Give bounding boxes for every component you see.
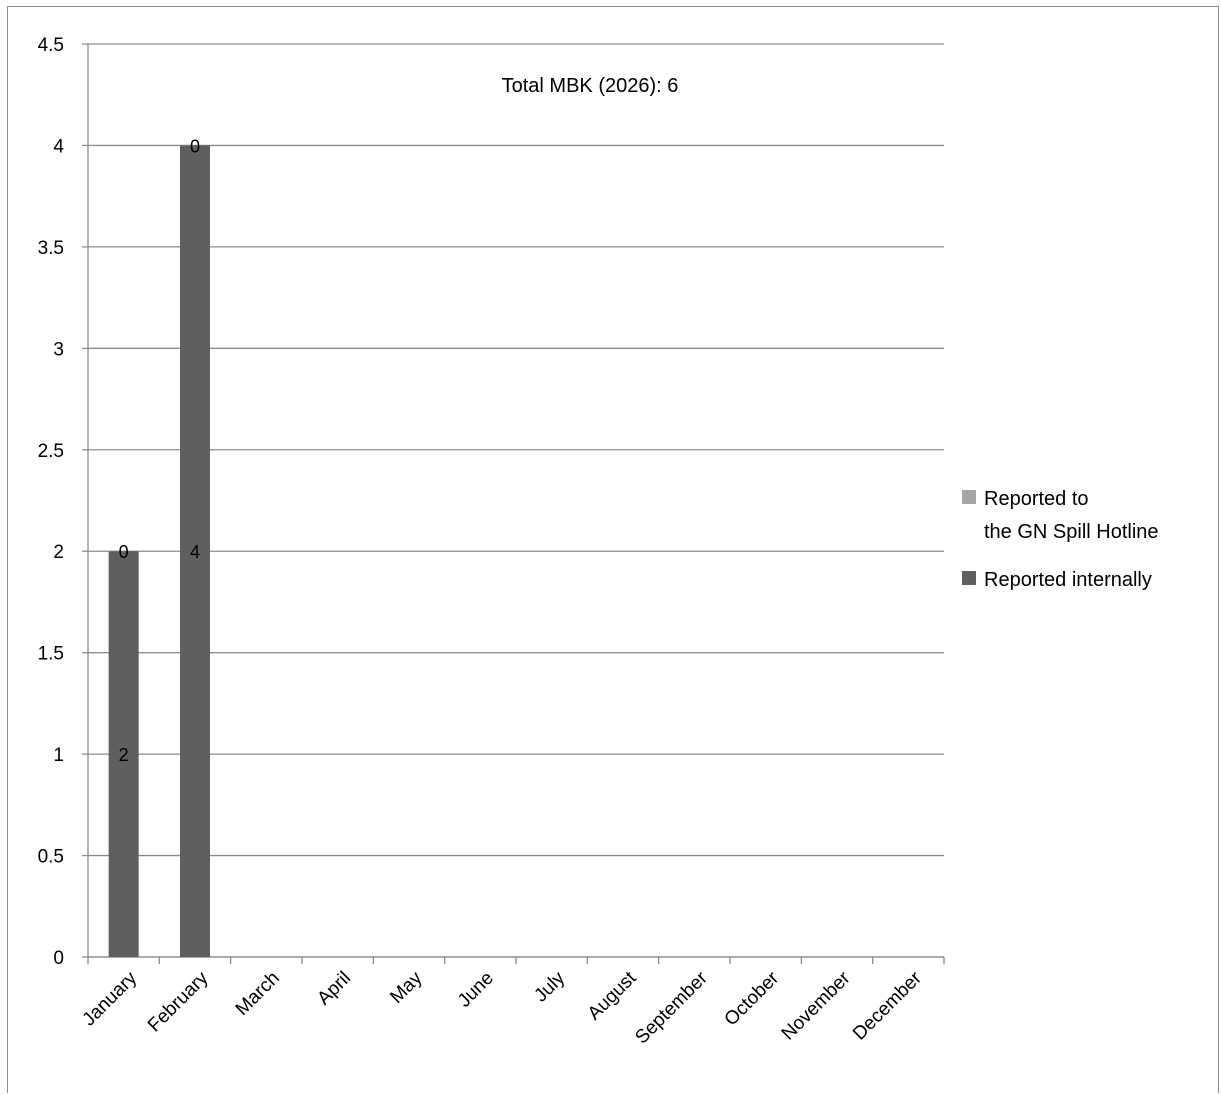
y-tick-label: 1	[53, 745, 64, 766]
x-tick-label: May	[386, 967, 427, 1008]
y-tick-label: 3	[53, 339, 64, 360]
x-tick-label: February	[144, 967, 213, 1036]
bar	[180, 145, 210, 957]
x-tick-label: January	[79, 967, 142, 1030]
data-label: 4	[190, 542, 200, 562]
data-label: 0	[190, 136, 200, 156]
x-tick-label: June	[454, 968, 498, 1012]
x-tick-label: December	[849, 967, 926, 1044]
y-tick-label: 0.5	[38, 847, 64, 868]
y-tick-label: 4.5	[38, 35, 64, 56]
y-tick-label: 0	[53, 948, 64, 969]
x-tick-label: April	[313, 968, 355, 1010]
y-tick-label: 3.5	[38, 238, 64, 259]
x-tick-label: July	[530, 967, 569, 1006]
data-label: 0	[119, 542, 129, 562]
bar	[108, 551, 139, 957]
chart-title: Total MBK (2026): 6	[502, 75, 679, 97]
legend-label-line: Reported internally	[984, 569, 1152, 591]
y-tick-label: 2	[53, 542, 64, 563]
y-tick-label: 1.5	[38, 644, 64, 665]
x-tick-label: August	[584, 967, 641, 1024]
y-tick-label: 4	[53, 136, 64, 157]
data-label: 2	[119, 745, 129, 765]
legend-label: Reported to the GN Spill Hotline	[984, 488, 1159, 543]
x-tick-label: November	[778, 967, 855, 1044]
x-tick-label: October	[721, 967, 784, 1030]
legend-label: Reported internally	[984, 569, 1152, 591]
y-tick-label: 2.5	[38, 441, 64, 462]
x-tick-label: March	[232, 968, 284, 1020]
x-tick-label: September	[631, 967, 712, 1048]
legend-label-line: the GN Spill Hotline	[984, 521, 1159, 543]
legend-swatch	[962, 571, 976, 585]
legend-swatch	[962, 490, 976, 504]
legend-label-line: Reported to	[984, 488, 1089, 510]
